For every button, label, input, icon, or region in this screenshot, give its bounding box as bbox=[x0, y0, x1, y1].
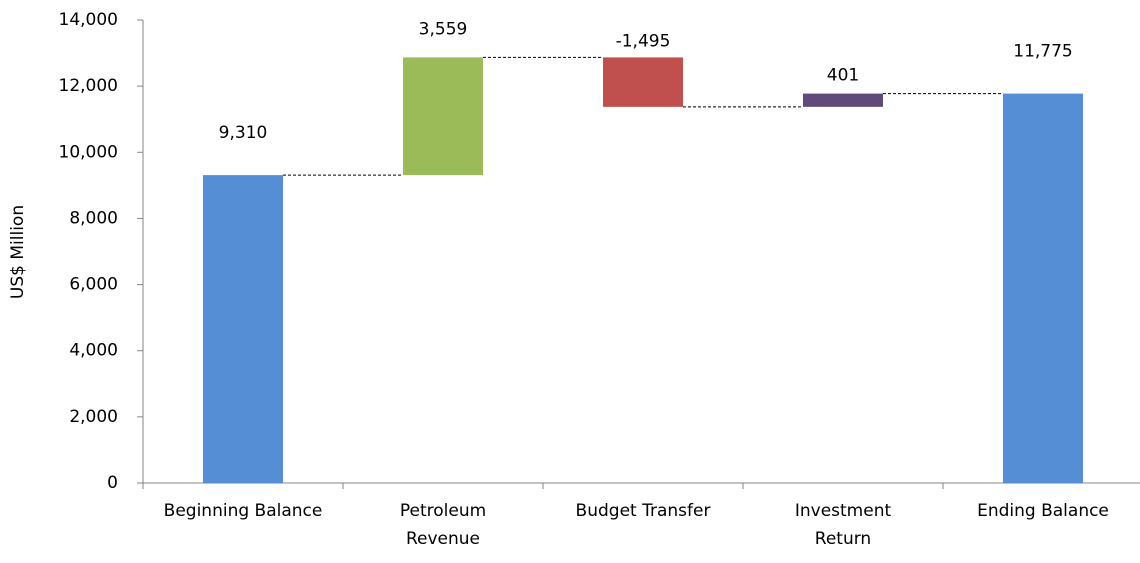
y-tick-label: 4,000 bbox=[69, 341, 118, 361]
bar bbox=[203, 175, 283, 484]
y-tick-label: 14,000 bbox=[59, 10, 118, 30]
bar bbox=[1003, 93, 1083, 484]
y-tick-label: 0 bbox=[107, 473, 118, 493]
bar bbox=[803, 93, 883, 107]
bar bbox=[603, 57, 683, 107]
data-label: 11,775 bbox=[1013, 42, 1072, 62]
x-tick-label: Budget Transfer bbox=[576, 501, 711, 521]
x-tick-label: Beginning Balance bbox=[164, 501, 323, 521]
data-label: 3,559 bbox=[419, 19, 468, 39]
y-tick-label: 6,000 bbox=[69, 275, 118, 295]
x-tick-label: Petroleum Revenue bbox=[400, 501, 486, 549]
x-tick-label: Investment Return bbox=[795, 501, 892, 549]
y-tick-label: 8,000 bbox=[69, 208, 118, 228]
y-tick-label: 10,000 bbox=[59, 142, 118, 162]
data-label: 9,310 bbox=[219, 123, 268, 143]
data-label: 401 bbox=[827, 66, 859, 86]
data-label: -1,495 bbox=[616, 31, 671, 51]
y-axis-label: US$ Million bbox=[8, 205, 28, 299]
y-tick-label: 2,000 bbox=[69, 407, 118, 427]
bar bbox=[403, 57, 483, 176]
x-tick-label: Ending Balance bbox=[977, 501, 1109, 521]
y-tick-label: 12,000 bbox=[59, 76, 118, 96]
